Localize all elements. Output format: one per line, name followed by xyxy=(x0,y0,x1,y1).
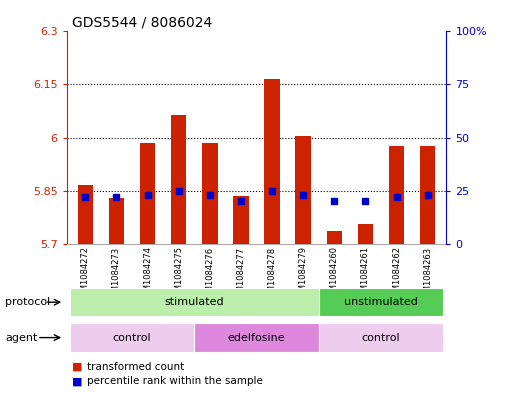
Text: GDS5544 / 8086024: GDS5544 / 8086024 xyxy=(72,16,212,30)
Bar xyxy=(326,231,342,244)
Bar xyxy=(140,143,155,244)
Bar xyxy=(109,198,124,244)
Text: control: control xyxy=(362,332,400,343)
Text: transformed count: transformed count xyxy=(87,362,185,372)
Text: control: control xyxy=(113,332,151,343)
Text: percentile rank within the sample: percentile rank within the sample xyxy=(87,376,263,386)
Text: ■: ■ xyxy=(72,362,82,372)
Text: agent: agent xyxy=(5,332,37,343)
Bar xyxy=(295,136,311,244)
Text: unstimulated: unstimulated xyxy=(344,297,418,307)
Text: edelfosine: edelfosine xyxy=(228,332,285,343)
Bar xyxy=(389,146,404,244)
Text: protocol: protocol xyxy=(5,297,50,307)
Bar xyxy=(420,146,436,244)
Bar xyxy=(358,224,373,244)
Bar xyxy=(77,185,93,244)
Text: stimulated: stimulated xyxy=(165,297,224,307)
Bar xyxy=(202,143,218,244)
Text: ■: ■ xyxy=(72,376,82,386)
Bar xyxy=(233,196,249,244)
Bar xyxy=(264,79,280,244)
Bar xyxy=(171,114,187,244)
